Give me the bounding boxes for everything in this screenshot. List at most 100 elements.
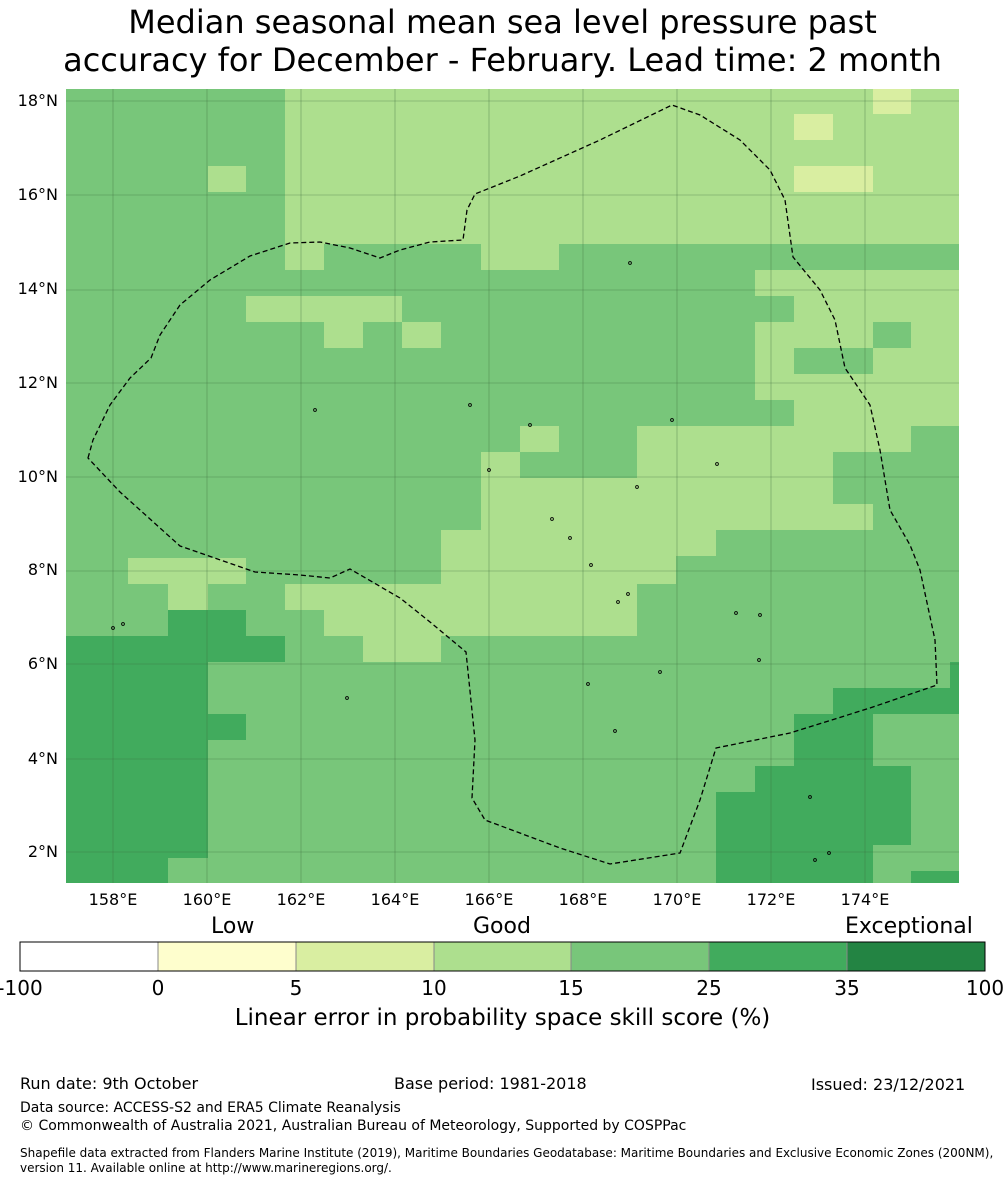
skill-cell <box>66 662 208 858</box>
skill-cell <box>208 714 246 740</box>
eez-boundary <box>87 104 938 865</box>
map-title-line2: accuracy for December - February. Lead t… <box>63 41 942 79</box>
skill-cell <box>441 530 716 556</box>
skill-cell <box>637 426 911 452</box>
skill-cell <box>716 792 911 818</box>
lon-label-158e: 158°E <box>88 890 138 909</box>
skill-cell <box>911 871 959 883</box>
map-title-line1: Median seasonal mean sea level pressure … <box>128 3 877 41</box>
colorbar-label: Linear error in probability space skill … <box>234 1005 771 1031</box>
colorbar-tick: 25 <box>696 976 722 1000</box>
colorbar-tick: 15 <box>558 976 584 1000</box>
colorbar-frame <box>19 941 986 972</box>
skill-cell <box>716 818 911 845</box>
skill-cell <box>911 322 959 348</box>
colorbar-tick: 5 <box>289 976 303 1000</box>
island-outline <box>613 729 617 733</box>
skill-cell <box>481 452 520 478</box>
island-outline <box>487 468 491 472</box>
skill-cell <box>246 296 402 322</box>
skill-cell <box>755 374 959 400</box>
skill-cell <box>794 400 959 426</box>
skill-cell <box>520 426 559 452</box>
skill-cell <box>363 636 441 662</box>
skill-cell <box>402 322 441 348</box>
island-outline <box>670 418 674 422</box>
skill-cell <box>755 322 873 348</box>
colorbar-category-good: Good <box>473 914 531 939</box>
lon-label-170e: 170°E <box>652 890 702 909</box>
colorbar-tick: 100 <box>965 976 1005 1000</box>
colorbar-tick: 10 <box>421 976 447 1000</box>
skill-cell <box>324 610 637 636</box>
colorbar-swatch <box>433 941 572 972</box>
island-outline <box>734 611 738 615</box>
colorbar-swatch <box>846 941 986 972</box>
skill-cell <box>441 556 676 584</box>
lon-label-174e: 174°E <box>840 890 890 909</box>
skill-cell <box>246 166 285 192</box>
island-outline <box>758 613 762 617</box>
colorbar-tick: 0 <box>151 976 165 1000</box>
colorbar-tick: 35 <box>834 976 860 1000</box>
colorbar <box>19 941 986 972</box>
lat-label-16n: 16°N <box>17 185 58 204</box>
skill-cell <box>481 478 833 504</box>
island-outline <box>121 622 125 626</box>
island-outline <box>616 600 620 604</box>
island-outline <box>808 795 812 799</box>
skill-cell <box>285 244 324 270</box>
skill-cell <box>66 858 168 883</box>
skill-cell <box>755 348 794 374</box>
island-outline <box>528 423 532 427</box>
colorbar-swatch <box>157 941 297 972</box>
skill-cell <box>755 270 959 296</box>
skill-cell <box>794 166 873 192</box>
skill-cell <box>520 244 559 270</box>
island-outline <box>628 261 632 265</box>
lat-label-4n: 4°N <box>27 749 58 768</box>
island-outline <box>111 626 115 630</box>
island-outline <box>589 563 593 567</box>
island-outline <box>550 517 554 521</box>
lat-label-8n: 8°N <box>27 560 58 579</box>
run-date: Run date: 9th October <box>20 1074 199 1093</box>
skill-score-map <box>66 89 959 883</box>
lat-label-18n: 18°N <box>17 91 58 110</box>
lon-label-172e: 172°E <box>746 890 796 909</box>
skill-cell <box>873 348 959 374</box>
colorbar-swatch <box>570 941 710 972</box>
colorbar-category-exceptional: Exceptional <box>845 914 973 939</box>
skill-cell <box>246 140 285 166</box>
copyright: © Commonwealth of Australia 2021, Austra… <box>20 1118 687 1134</box>
island-outline <box>827 851 831 855</box>
island-outline <box>313 408 317 412</box>
skill-cell <box>66 636 208 662</box>
colorbar-category-low: Low <box>211 914 255 939</box>
skill-cell <box>755 766 911 792</box>
data-source: Data source: ACCESS-S2 and ERA5 Climate … <box>20 1100 401 1116</box>
island-outline <box>757 658 761 662</box>
island-outline <box>658 670 662 674</box>
lat-label-14n: 14°N <box>17 279 58 298</box>
island-outline <box>626 592 630 596</box>
lon-label-168e: 168°E <box>558 890 608 909</box>
skill-cell <box>833 688 959 714</box>
shapefile-credit-line2: version 11. Available online at http://w… <box>20 1161 392 1175</box>
skill-cell <box>794 714 873 766</box>
lon-label-160e: 160°E <box>182 890 232 909</box>
lon-label-162e: 162°E <box>276 890 326 909</box>
lat-label-10n: 10°N <box>17 467 58 486</box>
colorbar-swatch <box>708 941 848 972</box>
island-outline <box>715 462 719 466</box>
skill-cell <box>168 584 208 610</box>
skill-cell <box>66 584 89 610</box>
colorbar-swatch <box>19 941 159 972</box>
skill-cell <box>950 662 959 688</box>
skill-cell <box>794 114 833 140</box>
skill-cell <box>324 322 363 348</box>
colorbar-swatch <box>295 941 435 972</box>
skill-cell <box>716 845 873 883</box>
lat-label-12n: 12°N <box>17 373 58 392</box>
skill-cell <box>285 584 637 610</box>
